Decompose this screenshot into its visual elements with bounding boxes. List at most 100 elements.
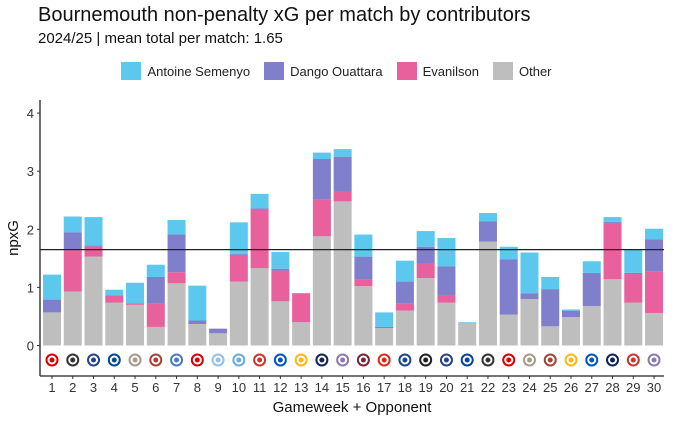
opponent-logo-center — [132, 357, 138, 363]
bar-segment-evanilson — [333, 191, 352, 202]
bar-segment-other — [395, 310, 414, 346]
opponent-logo-center — [91, 357, 97, 363]
legend-label: Other — [519, 63, 552, 79]
bar-segment-evanilson — [416, 262, 435, 279]
x-tick-label: 19 — [418, 380, 432, 395]
bar-segment-dango-ouattara — [562, 310, 580, 318]
bar-segment-other — [375, 328, 394, 346]
x-tick-label: 24 — [522, 380, 536, 395]
bar-segment-evanilson — [146, 303, 165, 327]
opponent-logo-center — [630, 357, 636, 363]
bar-segment-antoine-semenyo — [458, 322, 477, 324]
bar-segment-dango-ouattara — [499, 259, 518, 315]
bar-segment-dango-ouattara — [375, 326, 394, 329]
x-tick-label: 20 — [439, 380, 453, 395]
bar-segment-other — [541, 326, 560, 346]
bar-segment-antoine-semenyo — [645, 228, 664, 240]
x-tick-label: 8 — [194, 380, 201, 395]
x-tick-label: 22 — [481, 380, 495, 395]
opponent-logo-center — [526, 357, 532, 363]
x-tick-label: 23 — [501, 380, 515, 395]
x-tick-label: 7 — [173, 380, 180, 395]
bar-segment-evanilson — [229, 254, 248, 282]
x-tick-label: 1 — [48, 380, 55, 395]
x-tick-label: 15 — [335, 380, 349, 395]
bar-segment-dango-ouattara — [167, 234, 186, 273]
bar-segment-antoine-semenyo — [375, 312, 394, 327]
bar-segment-antoine-semenyo — [84, 217, 103, 246]
bar-segment-antoine-semenyo — [354, 234, 373, 257]
bar-segment-evanilson — [105, 295, 124, 303]
x-tick-label: 29 — [626, 380, 640, 395]
bar-segment-antoine-semenyo — [271, 251, 290, 269]
bar-segment-dango-ouattara — [354, 256, 373, 280]
bar-segment-dango-ouattara — [395, 281, 414, 304]
bar-segment-other — [354, 286, 373, 346]
bar-segment-other — [229, 281, 248, 346]
legend-swatch — [493, 62, 513, 80]
y-tick-label: 4 — [27, 106, 34, 121]
x-tick-label: 30 — [647, 380, 661, 395]
opponent-logo-center — [443, 357, 449, 363]
bar-segment-antoine-semenyo — [395, 260, 414, 282]
bar-segment-evanilson — [250, 209, 269, 269]
bar-segment-antoine-semenyo — [188, 285, 207, 321]
opponent-logo-center — [257, 357, 263, 363]
legend-swatch — [396, 62, 417, 80]
bar-segment-other — [333, 201, 352, 346]
bar-segment-antoine-semenyo — [146, 264, 165, 277]
x-tick-label: 12 — [273, 380, 287, 395]
opponent-logo-center — [194, 357, 200, 363]
x-tick-label: 10 — [232, 380, 246, 395]
bar-segment-dango-ouattara — [416, 246, 435, 263]
bar-segment-other — [84, 256, 103, 346]
bar-segment-antoine-semenyo — [582, 261, 601, 273]
bar-segment-other — [146, 326, 165, 346]
bar-segment-other — [416, 278, 435, 346]
bar-segment-other — [167, 283, 186, 346]
bar-segment-other — [520, 299, 539, 346]
bar-segment-antoine-semenyo — [416, 231, 435, 247]
x-tick-label: 3 — [90, 380, 97, 395]
bar-segment-other — [582, 305, 601, 346]
bar-segment-antoine-semenyo — [624, 249, 643, 273]
opponent-logo-center — [610, 357, 616, 363]
opponent-logo-center — [547, 357, 553, 363]
legend-item-other: Other — [493, 62, 552, 80]
opponent-logo-center — [464, 357, 470, 363]
bar-segment-other — [624, 302, 643, 346]
bar-segment-dango-ouattara — [43, 299, 61, 313]
bar-segment-antoine-semenyo — [437, 238, 456, 267]
bar-segment-evanilson — [292, 293, 311, 323]
opponent-logo-center — [319, 357, 325, 363]
opponent-logo-center — [423, 357, 429, 363]
bar-segment-antoine-semenyo — [43, 274, 61, 300]
bar-segment-evanilson — [437, 294, 456, 303]
opponent-logo-center — [236, 357, 242, 363]
bar-segment-other — [437, 302, 456, 346]
bar-segment-evanilson — [603, 222, 622, 280]
opponent-logo-center — [215, 357, 221, 363]
bar-segment-other — [105, 302, 124, 346]
opponent-logo-center — [485, 357, 491, 363]
bar-segment-antoine-semenyo — [229, 222, 248, 254]
bar-segment-antoine-semenyo — [562, 309, 580, 311]
bar-segment-evanilson — [312, 199, 331, 237]
legend: Antoine Semenyo Dango Ouattara Evanilson… — [0, 62, 673, 80]
x-tick-label: 13 — [294, 380, 308, 395]
bar-segment-dango-ouattara — [312, 158, 331, 200]
opponent-logo-center — [70, 357, 76, 363]
bar-segment-other — [312, 236, 331, 346]
y-tick-label: 2 — [27, 222, 34, 237]
bar-segment-evanilson — [167, 272, 186, 284]
bar-segment-dango-ouattara — [250, 208, 269, 210]
opponent-logo-center — [277, 357, 283, 363]
y-tick-label: 3 — [27, 164, 34, 179]
x-tick-label: 26 — [564, 380, 578, 395]
bar-segment-dango-ouattara — [541, 289, 560, 327]
legend-label: Antoine Semenyo — [147, 63, 251, 79]
opponent-logo-center — [49, 357, 55, 363]
x-axis-label: Gameweek + Opponent — [273, 399, 433, 416]
bar-segment-antoine-semenyo — [167, 220, 186, 235]
